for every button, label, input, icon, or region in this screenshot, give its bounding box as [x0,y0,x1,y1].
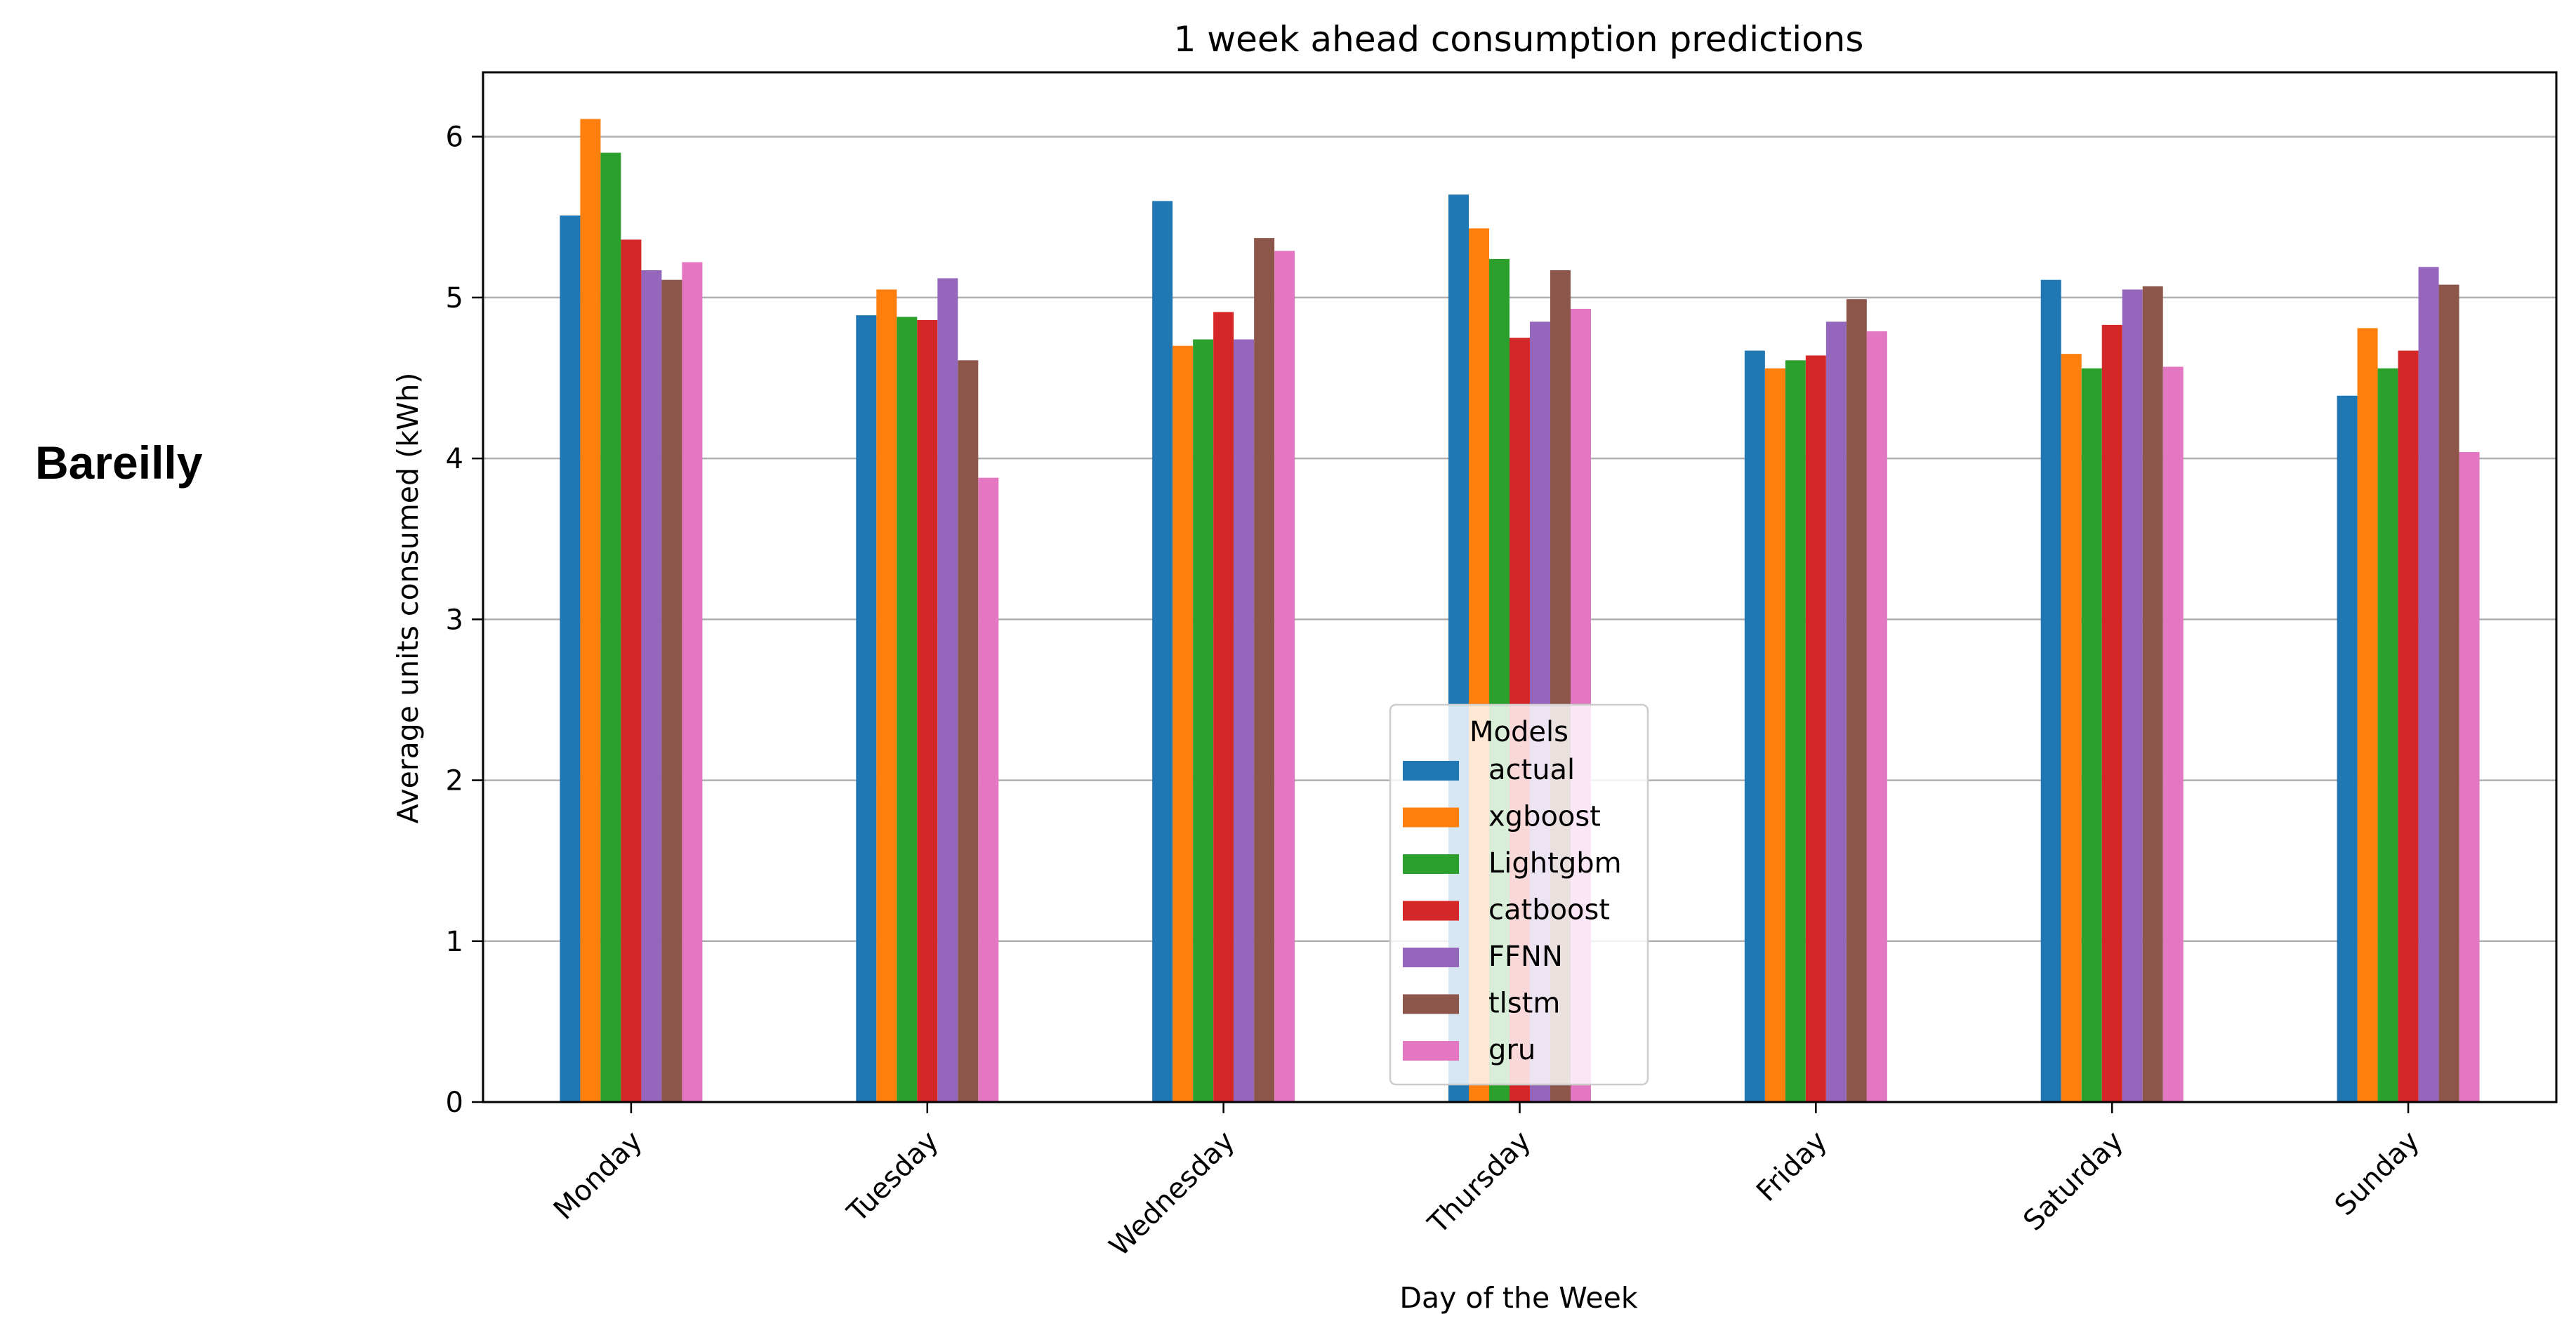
legend-title: Models [1469,716,1568,748]
bar-tlstm-tuesday [958,360,979,1103]
bar-gru-friday [1866,331,1887,1102]
bar-actual-tuesday [856,315,877,1102]
chart-title: 1 week ahead consumption predictions [1174,19,1864,60]
legend-label-xgboost: xgboost [1488,801,1601,833]
legend-swatch-catboost [1403,901,1459,921]
legend-label-ffnn: FFNN [1488,941,1563,973]
bar-tlstm-sunday [2438,284,2459,1103]
bar-xgboost-saturday [2061,354,2082,1102]
bar-xgboost-tuesday [876,289,897,1102]
legend-label-gru: gru [1488,1034,1535,1066]
bar-actual-friday [1744,350,1765,1102]
bar-lightgbm-sunday [2377,368,2398,1103]
bar-ffnn-monday [641,270,662,1102]
bar-gru-tuesday [978,477,999,1102]
legend-box [1389,703,1649,1086]
legend-label-lightgbm: Lightgbm [1488,847,1622,880]
y-tick-label: 2 [446,765,463,797]
bar-ffnn-sunday [2418,267,2439,1102]
bars [560,119,2480,1103]
plot-frame [482,71,2558,1103]
x-axis-label: Day of the Week [1399,1281,1637,1315]
bar-tlstm-friday [1846,299,1867,1102]
y-tick-label: 0 [446,1087,463,1119]
y-tick-label: 4 [446,443,463,475]
bar-actual-wednesday [1152,201,1173,1102]
bar-catboost-monday [621,239,642,1103]
bar-lightgbm-friday [1785,360,1806,1103]
bar-xgboost-friday [1764,368,1785,1103]
bar-gru-sunday [2459,451,2480,1102]
y-tick-label: 3 [446,604,463,636]
bar-lightgbm-monday [600,152,621,1102]
legend-swatch-actual [1403,761,1459,781]
bar-catboost-saturday [2101,324,2122,1103]
bar-tlstm-wednesday [1254,238,1275,1102]
bar-xgboost-sunday [2357,328,2378,1103]
bar-lightgbm-wednesday [1193,339,1214,1102]
bar-actual-saturday [2040,279,2061,1103]
bar-tlstm-monday [661,279,682,1103]
legend-label-tlstm: tlstm [1488,988,1560,1020]
bar-catboost-wednesday [1213,312,1234,1103]
bar-ffnn-tuesday [937,278,958,1102]
bar-ffnn-wednesday [1234,339,1255,1102]
bar-ffnn-friday [1825,321,1847,1102]
y-tick-label: 1 [446,926,463,958]
bar-gru-saturday [2162,366,2184,1102]
legend-label-catboost: catboost [1488,894,1610,927]
legend: Models actual xgboost Lightgbm catboost FFNN t… [1389,703,1649,1086]
bar-actual-monday [560,215,581,1103]
legend-swatch-gru [1403,1041,1459,1061]
legend-swatch-tlstm [1403,994,1459,1014]
bar-tlstm-saturday [2142,286,2163,1102]
bar-actual-sunday [2337,395,2358,1102]
bar-xgboost-monday [580,119,601,1103]
city-label: Bareilly [35,437,203,489]
bar-catboost-friday [1805,355,1826,1102]
legend-label-actual: actual [1488,754,1575,786]
bar-lightgbm-tuesday [897,317,918,1103]
bar-catboost-sunday [2398,350,2419,1102]
y-axis-label: Average units consumed (kWh) [391,373,425,824]
bar-lightgbm-saturday [2081,368,2102,1103]
legend-swatch-xgboost [1403,807,1459,828]
legend-swatch-lightgbm [1403,854,1459,874]
bar-ffnn-saturday [2122,289,2143,1102]
y-tick-label: 5 [446,282,463,314]
legend-swatch-ffnn [1403,948,1459,967]
bar-gru-wednesday [1274,251,1295,1102]
bar-xgboost-wednesday [1173,345,1194,1102]
bar-catboost-tuesday [917,319,938,1103]
bar-gru-monday [682,262,703,1102]
y-tick-label: 6 [446,121,463,154]
